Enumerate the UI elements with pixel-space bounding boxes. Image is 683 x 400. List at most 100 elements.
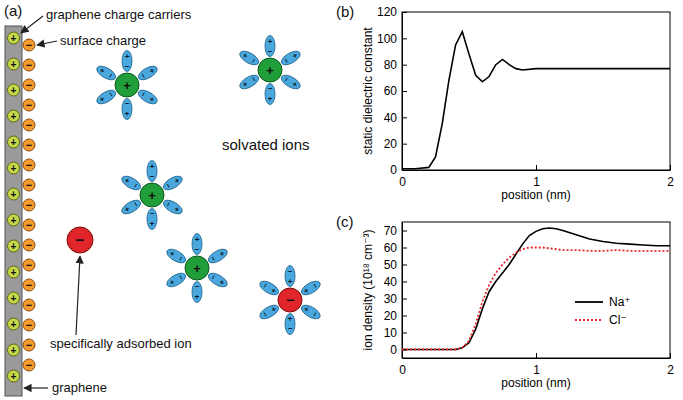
surface-charge: −	[23, 119, 35, 131]
charge-carrier-sign: +	[11, 189, 17, 200]
plot-marks	[402, 32, 670, 169]
axis-line	[403, 170, 671, 171]
tick-mark	[402, 12, 407, 13]
water-body	[285, 314, 295, 335]
surface-charge-sign: −	[26, 179, 32, 191]
water-molecule: +−	[238, 72, 261, 91]
charge-carrier-sign: +	[11, 371, 17, 382]
charge-carrier-body	[8, 214, 20, 226]
water-sign: +	[301, 286, 311, 295]
water-sign: −	[163, 200, 173, 209]
water-body	[147, 161, 157, 182]
water-sign: +	[150, 162, 155, 171]
tick-label: 70	[384, 224, 398, 238]
arrow	[76, 256, 80, 335]
charge-carrier-sign: +	[11, 59, 17, 70]
surface-charge-body	[23, 219, 35, 231]
charge-carrier-sign: +	[11, 293, 17, 304]
annotation: graphene	[52, 380, 107, 395]
surface-charge-sign: −	[26, 99, 32, 111]
surface-charge: −	[23, 139, 35, 151]
tick-label: 80	[384, 58, 398, 72]
surface-charge-sign: −	[26, 299, 32, 311]
surface-charge: −	[23, 219, 35, 231]
tick-label: 2	[667, 175, 674, 189]
tick: 60	[384, 241, 407, 255]
surface-charge-sign: −	[26, 159, 32, 171]
tick: 100	[377, 32, 407, 46]
axis-line	[403, 358, 671, 359]
tick-mark	[402, 117, 407, 118]
water-molecule: −+	[285, 314, 295, 335]
water-molecule: +−	[161, 173, 184, 192]
water-sign: −	[249, 75, 259, 84]
water-sign: −	[131, 200, 141, 209]
water-sign: −	[281, 75, 291, 84]
water-sign: −	[138, 71, 148, 80]
surface-charge-sign: −	[26, 239, 32, 251]
water-molecule: +−	[120, 173, 143, 192]
solvated-cation: +−+−+−+−+−+−+	[95, 51, 160, 120]
charge-carrier: +	[8, 32, 20, 44]
water-molecule: +−	[279, 48, 302, 67]
tick-mark	[536, 353, 537, 358]
tick: 1	[533, 165, 540, 189]
surface-charge-body	[23, 99, 35, 111]
water-body	[238, 72, 261, 91]
charge-carrier: +	[8, 292, 20, 304]
water-body	[95, 87, 118, 106]
water-molecule: +−	[161, 197, 184, 216]
water-sign: −	[131, 181, 141, 190]
data-line	[402, 228, 670, 350]
water-body	[265, 36, 275, 57]
surface-charge-sign: −	[26, 279, 32, 291]
adsorbed-ion-body	[67, 227, 93, 253]
tick-mark	[402, 144, 407, 145]
water-sign: −	[281, 56, 291, 65]
surface-charge-sign: −	[26, 319, 32, 331]
charge-carrier-sign: +	[11, 85, 17, 96]
surface-charge-body	[23, 239, 35, 251]
surface-charge: −	[23, 99, 35, 111]
cation: +	[258, 58, 282, 82]
water-molecule: +−	[136, 87, 159, 106]
graphene-sheet	[5, 26, 22, 396]
charge-carrier: +	[8, 84, 20, 96]
charge-carrier: +	[8, 344, 20, 356]
water-body	[299, 278, 322, 297]
water-body	[299, 302, 322, 321]
water-molecule: −+	[258, 278, 281, 297]
panel-label: (c)	[336, 213, 354, 230]
water-body	[265, 84, 275, 105]
cation-sign: +	[266, 63, 274, 78]
water-sign: +	[267, 94, 272, 103]
water-sign: −	[287, 324, 292, 333]
water-sign: +	[194, 292, 199, 301]
charge-carrier: +	[8, 318, 20, 330]
charge-carrier: +	[8, 370, 20, 382]
tick-mark	[402, 282, 407, 283]
legend-swatch	[575, 319, 603, 321]
surface-charge: −	[23, 39, 35, 51]
y-axis: 010203040506070	[384, 223, 407, 359]
water-molecule: +−	[95, 87, 118, 106]
figure: (a)++++++++++++++−−−−−−−−−−−−−−−−−+−+−+−…	[0, 0, 683, 400]
water-body	[279, 48, 302, 67]
charge-carrier-body	[8, 110, 20, 122]
water-body	[285, 266, 295, 287]
tick: 0	[390, 163, 407, 177]
charge-carrier-sign: +	[11, 241, 17, 252]
water-body	[206, 246, 229, 265]
water-molecule: +−	[165, 270, 188, 289]
anion: −	[278, 288, 302, 312]
solvated-cation: +−+−+−+−+−+−+	[165, 234, 230, 303]
water-molecule: +−	[147, 209, 157, 230]
y-axis: 020406080100120	[377, 5, 407, 177]
water-sign: +	[287, 314, 292, 323]
surface-charge: −	[23, 159, 35, 171]
chart-panel: 012010203040506070position (nm)ion densi…	[336, 213, 674, 390]
surface-charge-sign: −	[26, 139, 32, 151]
tick-label: 10	[384, 326, 398, 340]
tick: 40	[384, 275, 407, 289]
water-molecule: −+	[299, 302, 322, 321]
